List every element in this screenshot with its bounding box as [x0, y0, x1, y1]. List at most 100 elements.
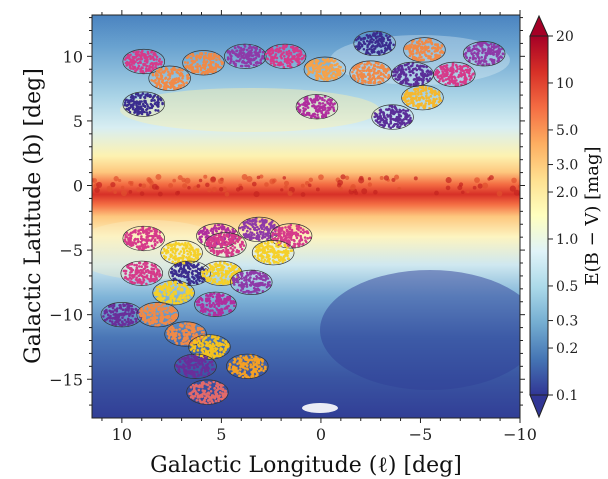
field-star	[287, 225, 291, 228]
field-star	[232, 240, 235, 243]
field-star	[235, 280, 239, 284]
field-star	[279, 257, 283, 261]
field-star	[130, 307, 134, 311]
field-star	[137, 261, 141, 265]
field-star	[332, 76, 335, 80]
field-star	[163, 83, 167, 86]
field-star	[467, 71, 471, 75]
field-star	[282, 235, 286, 238]
field-star	[197, 231, 201, 234]
field-star	[218, 282, 221, 286]
band-texture-dot	[358, 177, 365, 184]
field-star	[204, 51, 207, 55]
field-star	[427, 79, 430, 82]
field-star	[398, 119, 401, 122]
field-star	[368, 75, 372, 79]
field-star	[145, 55, 148, 59]
field-star	[235, 53, 238, 56]
field-star	[316, 110, 320, 113]
field-star	[162, 247, 166, 251]
field-star	[141, 92, 145, 95]
band-texture-dot	[517, 184, 520, 189]
field-star	[147, 309, 151, 312]
field-star	[242, 276, 246, 280]
field-star	[167, 330, 170, 334]
field-star	[384, 47, 387, 50]
field-star	[127, 322, 131, 325]
field-star	[398, 125, 402, 128]
field-star	[155, 320, 158, 324]
field-outline	[403, 37, 446, 63]
band-texture-dot	[513, 189, 520, 196]
field-star	[147, 245, 150, 248]
field-star	[227, 266, 231, 270]
field-star	[247, 59, 251, 62]
field-star	[205, 60, 209, 63]
field-star	[255, 46, 258, 49]
field-star	[216, 293, 219, 296]
field-star	[419, 65, 422, 68]
field-star	[266, 237, 269, 241]
field-star	[459, 71, 462, 75]
field-star	[112, 304, 116, 308]
field-star	[456, 82, 459, 85]
field-star	[242, 290, 245, 294]
field-star	[321, 58, 325, 61]
field-star	[332, 109, 336, 112]
field-star	[183, 61, 187, 64]
field-star	[387, 123, 391, 126]
field-star	[495, 52, 499, 55]
field-star	[165, 68, 169, 71]
field-star	[188, 333, 192, 336]
field-star	[243, 279, 246, 282]
field-star	[207, 231, 210, 235]
field-star	[266, 57, 269, 61]
field-star	[428, 100, 431, 104]
field-star	[179, 297, 182, 301]
field-star	[205, 293, 209, 297]
field-star	[403, 123, 407, 126]
field-star	[464, 55, 468, 58]
field-star	[127, 233, 130, 237]
field-star	[415, 95, 418, 98]
field-star	[289, 223, 293, 227]
field-star	[144, 275, 147, 279]
field-star	[127, 303, 130, 306]
field-star	[145, 262, 148, 266]
field-star	[373, 115, 377, 119]
field-star	[143, 246, 147, 249]
field-star	[199, 309, 203, 313]
field-star	[338, 69, 342, 72]
field-star	[428, 87, 431, 90]
field-star	[325, 58, 328, 62]
field-star	[414, 74, 418, 77]
field-star	[261, 236, 264, 239]
field-star	[223, 261, 226, 265]
field-star	[431, 58, 435, 61]
field-star	[414, 90, 417, 93]
field-star	[177, 336, 181, 340]
field-star	[385, 120, 388, 123]
field-9	[353, 30, 396, 57]
field-star	[172, 66, 176, 70]
field-star	[224, 281, 228, 285]
field-star	[375, 45, 379, 48]
band-texture-dot	[511, 177, 517, 184]
field-star	[133, 238, 136, 242]
field-star	[150, 244, 154, 248]
field-star	[185, 261, 188, 264]
field-star	[485, 62, 489, 66]
band-texture-dot	[128, 190, 133, 194]
field-star	[154, 72, 158, 75]
field-star	[456, 67, 459, 71]
field-star	[150, 79, 153, 82]
field-star	[184, 65, 187, 68]
field-17	[122, 225, 166, 252]
field-star	[357, 44, 361, 48]
field-star	[401, 68, 405, 71]
field-star	[161, 251, 164, 255]
field-star	[210, 238, 214, 242]
field-star	[374, 72, 378, 75]
field-star	[140, 272, 143, 275]
field-star	[151, 311, 154, 315]
